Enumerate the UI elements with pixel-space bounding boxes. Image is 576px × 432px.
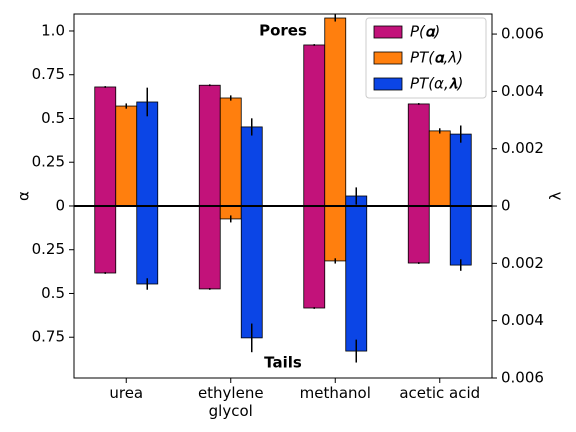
y-tick-label: 0.25 [32, 153, 65, 171]
bar [240, 205, 263, 339]
y-tick-label: 0.5 [41, 109, 65, 127]
legend-label: PT(𝛂,λ) [410, 49, 463, 67]
y2-tick-label: 0.004 [501, 82, 544, 100]
bar [136, 101, 159, 207]
bar [303, 205, 326, 309]
legend-swatch [373, 51, 403, 65]
x-tick-label: acetic acid [399, 384, 481, 402]
bar [407, 205, 430, 264]
bar [198, 84, 221, 207]
legend-label: PT(α,𝛌) [410, 75, 463, 93]
y2-tick-label: 0.002 [501, 254, 544, 272]
plot-frame [73, 13, 493, 379]
bar [324, 205, 347, 262]
bar [115, 105, 138, 207]
x-tick-label: methanol [299, 384, 371, 402]
bar [345, 205, 368, 352]
y2-axis-label: λ [547, 191, 565, 200]
bar [428, 130, 451, 207]
y2-tick-label: 0.006 [501, 369, 544, 387]
bar [94, 205, 117, 274]
x-tick-label: ethylene glycol [197, 384, 264, 420]
y-axis-label: α [15, 191, 33, 201]
y2-tick-label: 0.002 [501, 139, 544, 157]
legend-swatch [373, 77, 403, 91]
bar [303, 44, 326, 207]
bar [449, 205, 472, 266]
y-tick-label: 0.5 [41, 284, 65, 302]
bar [94, 86, 117, 207]
y-tick-label: 0.75 [32, 65, 65, 83]
bar [449, 133, 472, 207]
y-tick-label: 0 [55, 196, 65, 214]
y2-tick-label: 0.004 [501, 311, 544, 329]
annotation: Tails [264, 354, 302, 372]
y2-tick-label: 0.006 [501, 25, 544, 43]
y-tick-label: 0.75 [32, 328, 65, 346]
y-tick-label: 0.25 [32, 240, 65, 258]
bar [136, 205, 159, 285]
bar [324, 17, 347, 207]
bar [219, 97, 242, 207]
y-tick-label: 1.0 [41, 21, 65, 39]
y2-tick-label: 0 [501, 197, 511, 215]
legend-label: P(𝛂) [410, 23, 440, 41]
bar [198, 205, 221, 290]
x-tick-label: urea [109, 384, 144, 402]
annotation: Pores [259, 22, 307, 40]
bar [240, 126, 263, 207]
legend-swatch [373, 25, 403, 39]
bar [407, 103, 430, 207]
